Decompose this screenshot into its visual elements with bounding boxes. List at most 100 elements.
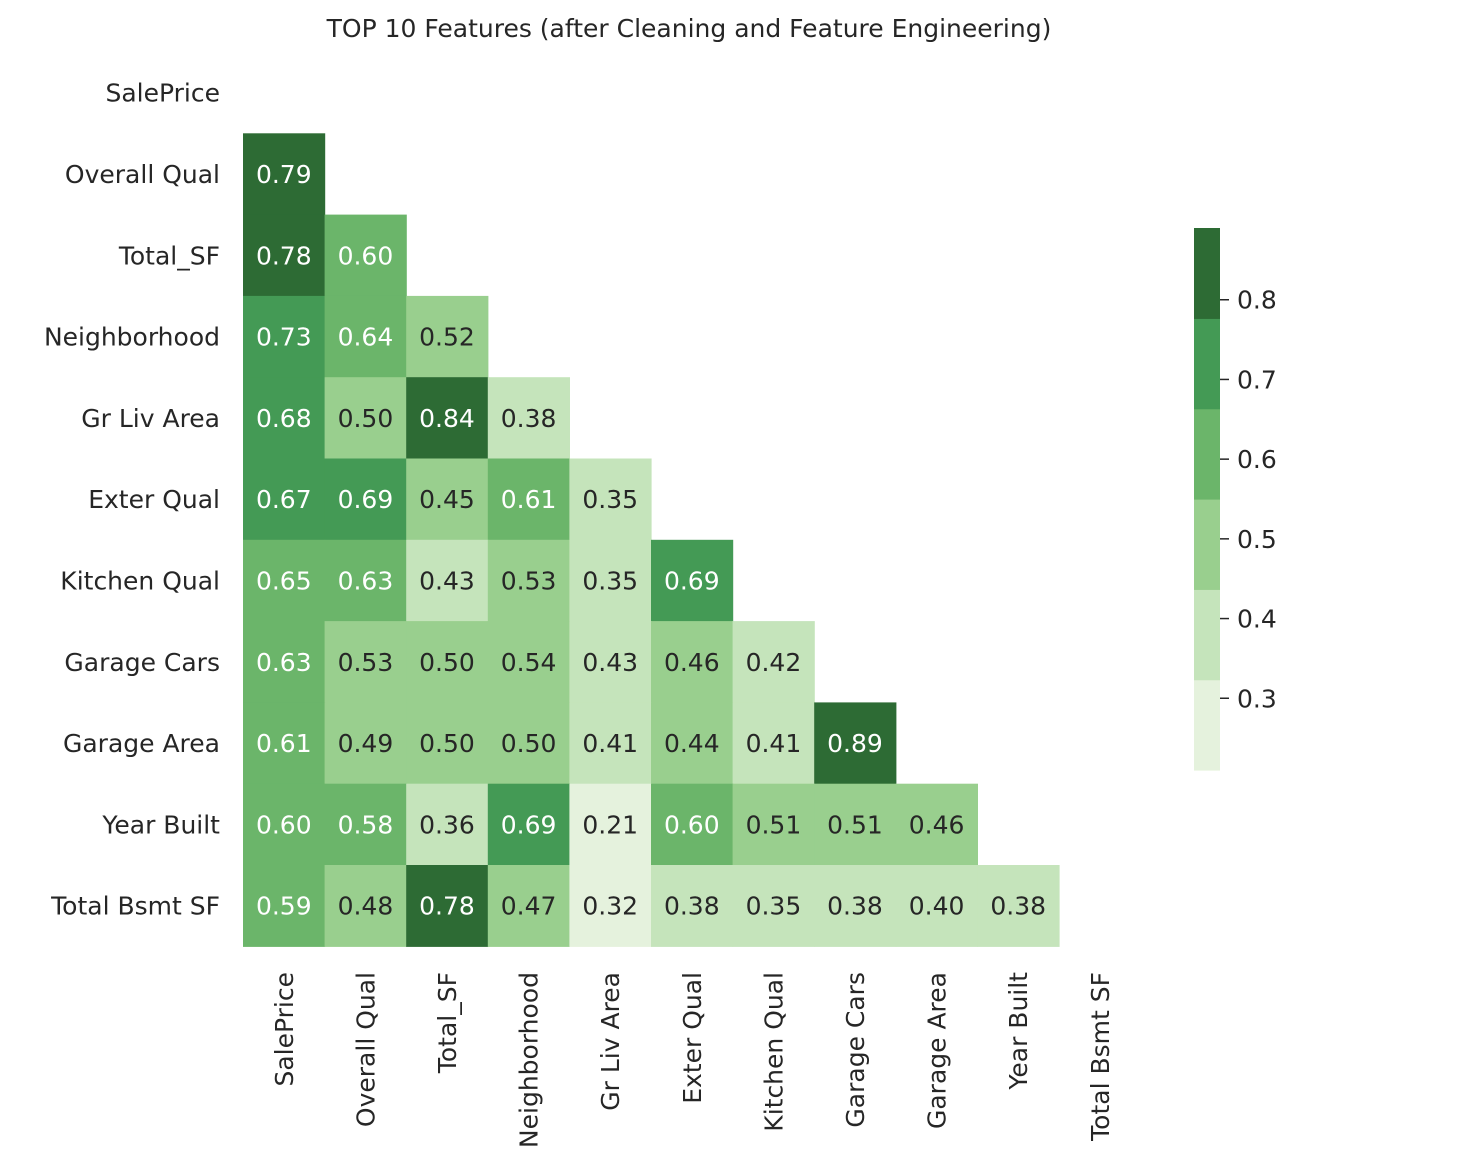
heatmap-cell-value: 0.21 [582,810,638,839]
heatmap-cell-value: 0.59 [256,892,312,921]
heatmap-cell-value: 0.89 [827,729,883,758]
heatmap-cell-value: 0.69 [338,485,394,514]
x-tick-label: SalePrice [270,972,299,1087]
heatmap-cell-value: 0.51 [746,810,802,839]
heatmap-cell [324,865,407,947]
heatmap-cell-value: 0.60 [664,810,720,839]
y-tick-label: Kitchen Qual [60,566,220,595]
heatmap-cell-value: 0.52 [419,323,475,352]
heatmap-cell-value: 0.50 [419,648,475,677]
heatmap-cell [814,865,897,947]
colorbar-segment [1194,499,1220,590]
heatmap-cell [243,783,326,866]
heatmap-cell-value: 0.67 [256,485,312,514]
heatmap-cell [243,214,326,297]
x-tick-label: Neighborhood [515,972,544,1148]
heatmap-cell-value: 0.32 [582,892,638,921]
heatmap-cell [569,702,652,785]
heatmap-cell-value: 0.36 [419,810,475,839]
heatmap-cell [732,783,815,866]
y-tick-label: Exter Qual [88,485,220,514]
heatmap-cell [406,783,489,866]
heatmap-cell [569,865,652,947]
heatmap-cell [487,783,570,866]
x-tick-label: Gr Liv Area [596,972,625,1111]
heatmap-cell [487,458,570,541]
heatmap-cell [569,783,652,866]
heatmap-cell-value: 0.60 [338,241,394,270]
y-tick-label: Overall Qual [65,160,220,189]
heatmap-cell [569,458,652,541]
y-tick-label: Garage Cars [64,648,220,677]
heatmap-cell-value: 0.41 [746,729,802,758]
colorbar-segment [1194,679,1220,771]
heatmap-cell [324,539,407,622]
colorbar-segment [1194,318,1220,410]
colorbar-tick-label: 0.8 [1237,286,1277,315]
heatmap-cell-value: 0.38 [501,404,557,433]
heatmap-cell [324,377,407,460]
heatmap-cell-value: 0.78 [256,241,312,270]
colorbar-tick-label: 0.6 [1237,445,1277,474]
heatmap-cell [895,865,978,947]
y-tick-label: Garage Area [63,729,220,758]
heatmap-cell-value: 0.45 [419,485,475,514]
heatmap-cell-value: 0.58 [338,810,394,839]
x-tick-label: Garage Cars [841,972,870,1128]
heatmap-cell [406,377,489,460]
heatmap-cell [487,539,570,622]
heatmap-cell-value: 0.54 [501,648,557,677]
x-tick-label: Exter Qual [678,972,707,1104]
x-tick-label: Overall Qual [351,972,380,1127]
heatmap-cell [814,702,897,785]
heatmap-cell-value: 0.48 [338,892,394,921]
heatmap-cell [243,133,326,216]
heatmap-cell [324,458,407,541]
heatmap-cells: 0.79 0.78 0.60 0.73 0.64 0.52 0.68 0.50 0.84 0.38… [243,133,1060,947]
colorbar-tick-label: 0.7 [1237,365,1277,394]
heatmap-cell-value: 0.84 [419,404,475,433]
heatmap-cell [487,865,570,947]
colorbar-tick-label: 0.3 [1237,684,1277,713]
x-tick-label: Total Bsmt SF [1086,972,1115,1142]
heatmap-cell-value: 0.51 [827,810,883,839]
heatmap-cell-value: 0.65 [256,566,312,595]
heatmap-cell-value: 0.50 [419,729,475,758]
heatmap-cell-value: 0.61 [501,485,557,514]
heatmap-cell-value: 0.60 [256,810,312,839]
y-tick-label: SalePrice [105,79,220,108]
heatmap-cell [406,539,489,622]
x-tick-label: Kitchen Qual [759,972,788,1132]
heatmap-cell-value: 0.38 [990,892,1046,921]
colorbar: 0.3 0.4 0.5 0.6 0.7 0.8 [1194,228,1277,771]
heatmap-cell-value: 0.68 [256,404,312,433]
heatmap-cell [243,865,326,947]
x-tick-label: Garage Area [923,972,952,1129]
heatmap-cell-value: 0.46 [664,648,720,677]
heatmap-cell [324,295,407,378]
x-tick-label: Year Built [1004,972,1033,1091]
heatmap-cell-value: 0.53 [501,566,557,595]
heatmap-cell-value: 0.35 [582,566,638,595]
heatmap-cell-value: 0.38 [664,892,720,921]
heatmap-cell [324,702,407,785]
heatmap-cell-value: 0.73 [256,323,312,352]
heatmap-cell-value: 0.35 [582,485,638,514]
y-tick-label: Gr Liv Area [81,404,220,433]
heatmap-cell [406,702,489,785]
colorbar-segment [1194,408,1220,500]
heatmap-cell [324,783,407,866]
heatmap-cell-value: 0.43 [419,566,475,595]
heatmap-cell-value: 0.53 [338,648,394,677]
heatmap-cell [977,865,1060,947]
heatmap-cell [324,214,407,297]
heatmap-cell-value: 0.50 [338,404,394,433]
heatmap-cell [814,783,897,866]
heatmap-cell [651,783,734,866]
heatmap-cell [487,377,570,460]
heatmap-cell-value: 0.78 [419,892,475,921]
heatmap-cell [569,539,652,622]
heatmap-cell-value: 0.79 [256,160,312,189]
heatmap-cell [406,295,489,378]
